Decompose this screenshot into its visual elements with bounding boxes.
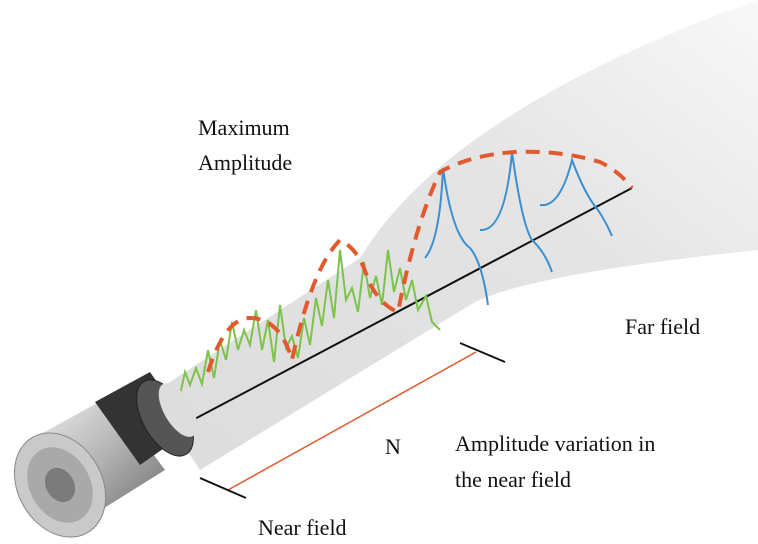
label: Far field <box>625 314 700 339</box>
label: Near field <box>258 515 347 540</box>
length-tick <box>459 342 506 363</box>
beam-axis <box>169 187 633 433</box>
near-field-length <box>227 351 477 491</box>
label: Amplitude <box>198 150 292 175</box>
label: Amplitude variation in <box>455 431 655 456</box>
label: Maximum <box>198 115 290 140</box>
far-field-peaks <box>424 151 613 306</box>
label: N <box>385 434 401 459</box>
beam <box>150 0 758 470</box>
length-tick <box>199 477 247 499</box>
label: the near field <box>455 467 571 492</box>
amplitude-envelope <box>206 149 634 373</box>
transducer <box>13 372 198 538</box>
